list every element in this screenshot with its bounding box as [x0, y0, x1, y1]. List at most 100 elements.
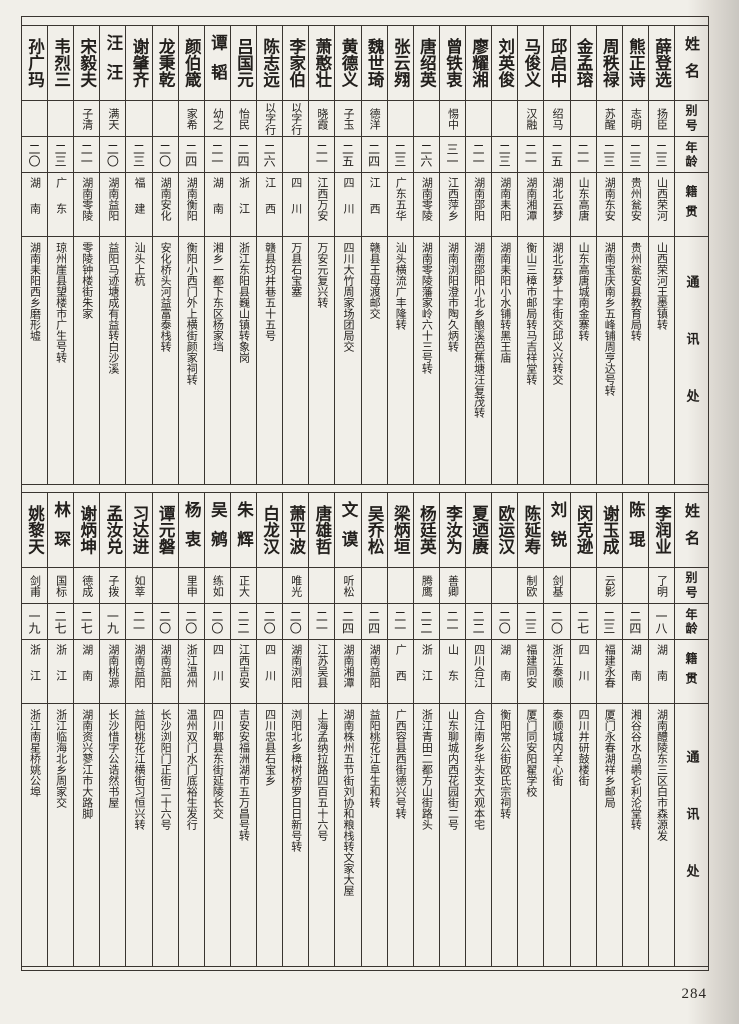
header-age-text: 年龄: [684, 140, 698, 169]
header-alias-text: 别号: [684, 570, 698, 601]
age-cell: 二〇: [152, 137, 178, 173]
address-cell-text: 零陵钟楼街朱家: [80, 242, 93, 319]
name-cell-text: 熊正诗: [626, 38, 646, 88]
native-place-cell: 湖南益阳: [100, 173, 126, 237]
alias-cell-text: 绍马: [550, 107, 563, 130]
alias-cell-text: 如莘: [132, 574, 145, 597]
age-cell-text: 二〇: [497, 609, 512, 634]
native-place-cell-text: 四川: [289, 177, 302, 229]
native-place-cell: 湖南耒阳: [492, 173, 518, 237]
name-cell-text: 金孟瑢: [574, 38, 594, 88]
name-cell-text: 梁炳垣: [391, 505, 411, 555]
address-cell-text: 湖南醴陵东三区白市森源发: [655, 709, 668, 841]
entry-column: 闵克逊 二七 四川 四川井研鼓楼街: [569, 493, 596, 966]
alias-cell-text: 幼之: [211, 107, 224, 130]
header-name: 姓名: [675, 493, 708, 568]
name-cell: 黄德义: [335, 26, 361, 101]
address-cell-text: 益阳马迹塘成有益转白沙溪: [106, 242, 119, 374]
address-cell: 四川郫县东街延陵长交: [205, 704, 230, 966]
address-cell: 益阳桃花江横街习恒兴转: [126, 704, 151, 966]
address-cell: 湖南耒阳西乡磨形墟: [22, 237, 47, 484]
age-cell: 二三: [387, 137, 413, 173]
name-cell-text: 龙秉乾: [156, 38, 176, 88]
native-place-cell-text: 江西: [263, 177, 276, 229]
name-cell-text: 夏迺赓: [469, 505, 489, 555]
name-cell-text: 宋毅夫: [77, 38, 97, 88]
name-cell: 薛登选: [648, 26, 674, 101]
age-cell: 二四: [361, 137, 387, 173]
entry-column: 薛登选 扬臣 二三 山西荣河 山西荣河王墨镇转: [647, 26, 674, 484]
address-cell: 安化桥头河益富泰栈转: [153, 237, 178, 484]
native-place-cell-text: 湖南益阳: [368, 644, 381, 688]
address-cell: 湖南邵阳小北乡酿溪芭蕉塘汪复茂转: [466, 237, 491, 484]
entry-column: 夏迺赓 二二 四川合江 合江南乡华头支大观本宅: [465, 493, 492, 966]
address-cell: 山东聊城内西花园街二号: [440, 704, 465, 966]
alias-cell-text: 国标: [54, 574, 67, 597]
entry-column: 李汝为 善卿 二一 山东 山东聊城内西花园街二号: [438, 493, 465, 966]
native-place-cell-text: 福建同安: [524, 644, 537, 688]
section-bottom: 姓名 别号 年龄 籍贯 通讯处 李润业 了明 一八 湖南 湖南醴陵东三区白市森源发 陈琨 二四 湖南 湘谷…: [21, 493, 708, 966]
native-place-cell: 江西: [257, 173, 283, 237]
address-cell-text: 湖南浏阳澄市陶久炳转: [446, 242, 459, 352]
native-place-cell: 湖南: [204, 173, 230, 237]
native-place-cell-text: 四川合江: [472, 644, 485, 688]
native-place-cell: 湖南益阳: [361, 640, 387, 704]
native-place-cell: 湖南湘潭: [335, 640, 361, 704]
native-place-cell: 山西荣河: [648, 173, 674, 237]
name-cell: 魏世琦: [361, 26, 387, 101]
address-cell: 厦门同安阳翟学校: [518, 704, 543, 966]
age-cell: 二三: [648, 137, 674, 173]
age-cell-text: 一八: [653, 609, 668, 634]
native-place-cell-text: 湖南耒阳: [498, 177, 511, 221]
alias-cell-text: 德洋: [368, 107, 381, 130]
name-cell: 金孟瑢: [570, 26, 596, 101]
name-cell: 邱启中: [544, 26, 570, 101]
native-place-cell-text: 湖南益阳: [106, 177, 119, 221]
alias-cell: [387, 568, 413, 604]
name-cell-text: 萧憨壮: [312, 38, 332, 88]
entry-column: 唐雄哲 二一 江苏吴县 上海孟纳拉路四百五十六号: [308, 493, 335, 966]
native-place-cell: 湖南零陵: [74, 173, 100, 237]
name-cell-text: 刘英俊: [495, 38, 515, 88]
alias-cell-text: 制欧: [524, 574, 537, 597]
name-cell-text: 薛登选: [652, 38, 672, 88]
entry-column: 习达进 如莘 二一 湖南益阳 益阳桃花江横街习恒兴转: [125, 493, 152, 966]
age-cell: 二七: [48, 604, 74, 640]
alias-cell-text: 子清: [80, 107, 93, 130]
age-cell: 二一: [126, 604, 152, 640]
age-cell: 二二: [413, 604, 439, 640]
name-cell: 白龙汉: [257, 493, 283, 568]
age-cell-text: 二六: [262, 142, 277, 167]
name-cell: 朱辉: [230, 493, 256, 568]
name-cell-text: 杨廷英: [417, 505, 437, 555]
age-cell: 二〇: [100, 137, 126, 173]
native-place-cell: 湖南: [648, 640, 674, 704]
alias-cell-text: 德成: [80, 574, 93, 597]
age-cell: 二〇: [544, 604, 570, 640]
entry-column: 颜伯箴 家希 二四 湖南衡阳 衡阳小西门外上横街颜家祠转: [177, 26, 204, 484]
age-cell: 二一: [518, 137, 544, 173]
address-cell-text: 湘谷谷水乌鹕仑利沦堂转: [629, 709, 642, 830]
name-cell-text: 谢肇齐: [129, 38, 149, 88]
age-cell-text: 二〇: [288, 609, 303, 634]
address-cell-text: 贵州瓮安县教育局转: [629, 242, 642, 341]
age-cell: 二四: [335, 604, 361, 640]
name-cell-text: 李家伯: [286, 38, 306, 88]
native-place-cell: 湖南: [74, 640, 100, 704]
name-cell: 欧运汉: [492, 493, 518, 568]
alias-cell: 子拨: [100, 568, 126, 604]
name-cell: 宋毅夫: [74, 26, 100, 101]
age-cell: 二四: [230, 137, 256, 173]
entry-column: 韦烈三 二三 广东 琼州崖县望楼市广生号转: [47, 26, 74, 484]
entry-column: 刘锐 剑基 二〇 浙江泰顺 泰顺城内羊心街: [543, 493, 570, 966]
name-cell: 文谟: [335, 493, 361, 568]
name-cell-text: 谢炳坤: [77, 505, 97, 555]
entry-column: 萧憨壮 晓霞 二一 江西万安 万安元复兴转: [308, 26, 335, 484]
age-cell-text: 二三: [392, 142, 407, 167]
age-cell: 二三: [492, 137, 518, 173]
directory-table-top: 姓名 别号 年龄 籍贯 通讯处 薛登选 扬臣 二三 山西荣河 山西荣河王墨镇转 熊正诗 志明 二三 贵州瓮…: [21, 25, 708, 485]
address-cell-text: 广西容县西街德兴号转: [394, 709, 407, 819]
address-cell-text: 赣县王母渡邮交: [368, 242, 381, 319]
address-cell: 四川井研鼓楼街: [571, 704, 596, 966]
alias-cell-text: 扬臣: [655, 107, 668, 130]
